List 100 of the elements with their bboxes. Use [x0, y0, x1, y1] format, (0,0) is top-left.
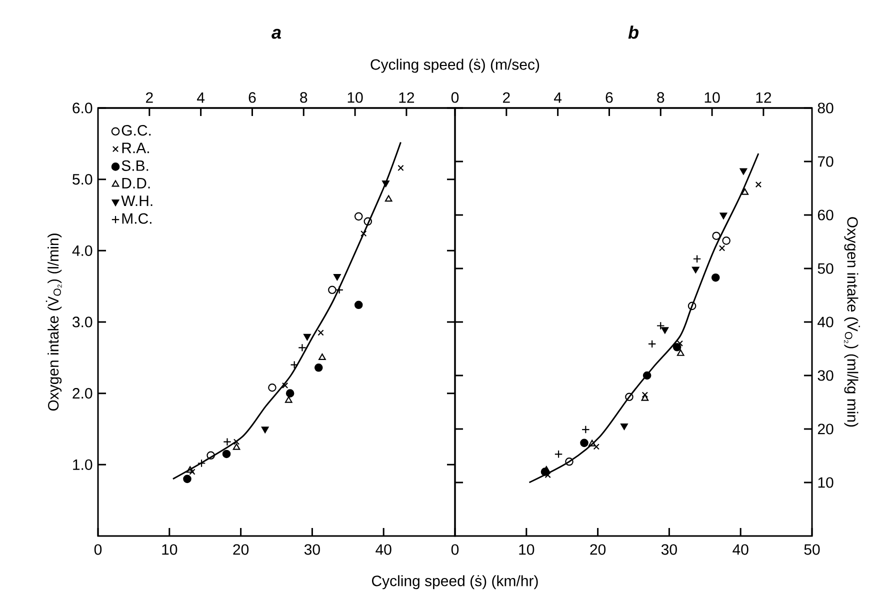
legend-label: S.B.	[122, 160, 148, 171]
y-tick-label: 50	[818, 263, 834, 274]
x2-tick-label: 2	[146, 92, 153, 103]
point	[318, 330, 324, 336]
y-tick-label: 5.0	[72, 174, 92, 185]
x2-tick-label: 10	[704, 92, 720, 103]
x-tick-label: 0	[94, 544, 102, 555]
point	[692, 254, 702, 264]
point	[692, 266, 700, 274]
x2-tick-label: 6	[248, 92, 256, 103]
point	[672, 342, 682, 352]
point	[282, 382, 288, 389]
point	[642, 392, 648, 398]
y-tick-label: 4.0	[72, 245, 92, 256]
chart-title: b	[628, 26, 638, 39]
point	[712, 232, 720, 240]
point	[364, 217, 372, 226]
legend-label: G.C.	[122, 125, 151, 136]
point	[656, 322, 665, 330]
point	[334, 274, 341, 280]
point	[711, 273, 720, 282]
line-series	[172, 141, 402, 480]
point	[688, 302, 696, 310]
x-axis-title: Cycling speed (ṡ) (km/hr)	[372, 575, 538, 590]
y-tick-label: 20	[818, 424, 834, 434]
x2-tick-label: 8	[657, 92, 664, 103]
x-tick-label: 30	[304, 544, 320, 555]
chart-title: a	[272, 28, 281, 39]
point	[304, 334, 311, 340]
y-tick-label: 3.0	[72, 316, 92, 328]
point	[642, 371, 652, 380]
x-tick-label: 50	[804, 544, 820, 555]
point	[268, 383, 276, 392]
point	[284, 396, 292, 403]
x-tick-label: 10	[162, 544, 178, 555]
x2-tick-label: 8	[300, 92, 308, 103]
point	[382, 180, 390, 188]
x-tick-label: 0	[451, 544, 459, 555]
y-axis-title: Oxygen intake (V̇$_{O₂}$) (l/min)	[46, 234, 62, 411]
line-series	[528, 152, 760, 484]
x2-tick-label: 6	[606, 92, 613, 103]
point	[722, 236, 730, 245]
x2-tick-label: 4	[554, 92, 562, 103]
y-tick-label: 2.0	[72, 388, 92, 399]
point	[740, 168, 748, 175]
point	[661, 327, 669, 334]
point	[648, 340, 656, 348]
point	[186, 466, 194, 473]
x2-tick-label: 2	[502, 92, 510, 103]
point	[544, 472, 551, 478]
point	[582, 425, 590, 434]
point	[398, 164, 404, 172]
point	[625, 392, 634, 402]
point	[720, 212, 728, 220]
x2-tick-label: 4	[196, 92, 205, 103]
y-tick-label: 40	[818, 316, 834, 328]
point	[554, 450, 563, 458]
x2-tick-label: 10	[348, 92, 363, 103]
point	[183, 474, 192, 484]
legend-label: R.A.	[122, 142, 149, 154]
x2-tick-label: 12	[399, 92, 414, 103]
point	[676, 349, 684, 356]
point	[222, 450, 231, 458]
point	[286, 389, 294, 398]
point	[261, 426, 269, 434]
point	[676, 340, 684, 346]
y-tick-label: 60	[818, 210, 834, 220]
point	[580, 438, 588, 448]
point	[755, 181, 762, 188]
y-tick-label: 10	[818, 477, 834, 488]
point	[384, 195, 392, 202]
point	[197, 459, 206, 468]
point	[360, 230, 367, 237]
y-tick-label: 6.0	[72, 102, 92, 114]
legend-label: M.C.	[122, 213, 152, 224]
x2-tick-label: 12	[756, 92, 772, 103]
point	[206, 451, 215, 460]
point	[565, 457, 574, 466]
y-tick-label: 70	[818, 156, 834, 167]
point	[641, 394, 649, 401]
point	[718, 245, 726, 252]
x-tick-label: 20	[233, 544, 249, 555]
y-tick-label: 30	[818, 370, 834, 381]
point	[354, 212, 363, 221]
x-tick-label: 10	[519, 544, 534, 555]
y-tick-label: 80	[818, 102, 834, 114]
point	[318, 354, 326, 360]
x2-tick-label: 0	[451, 92, 459, 103]
x-tick-label: 30	[661, 544, 677, 555]
x2-axis-title: Cycling speed (ṡ) (m/sec)	[370, 58, 540, 73]
x-tick-label: 40	[732, 544, 748, 555]
point	[314, 364, 323, 372]
legend-label: W.H.	[121, 196, 152, 206]
point	[354, 300, 363, 310]
y-tick-label: 1.0	[73, 459, 92, 470]
y-axis-title: Oxygen intake (V̇$_{O₂}$) (ml/kg min)	[844, 217, 860, 427]
point	[593, 444, 600, 450]
point	[189, 468, 196, 475]
point	[223, 438, 232, 446]
x-tick-label: 20	[590, 544, 606, 555]
